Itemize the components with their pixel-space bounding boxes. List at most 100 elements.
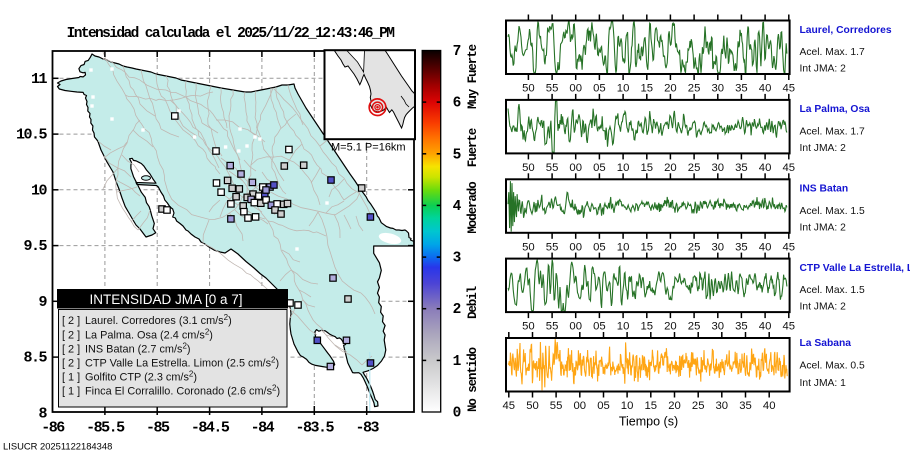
svg-text:CTP Valle La Estrella, L: CTP Valle La Estrella, L [800,263,910,274]
svg-text:-86: -86 [41,420,65,437]
svg-text:9: 9 [38,294,47,311]
svg-text:05: 05 [593,321,606,333]
svg-text:45: 45 [503,400,516,412]
svg-text:Intensidad calculada el 2025/1: Intensidad calculada el 2025/11/22_12:43… [67,26,395,42]
svg-text:4: 4 [453,199,462,215]
svg-text:45: 45 [783,241,796,253]
svg-text:20: 20 [664,83,677,95]
svg-text:Moderado: Moderado [466,182,480,234]
svg-text:Acel. Max. 1.7: Acel. Max. 1.7 [800,127,866,138]
svg-text:-84: -84 [251,420,275,437]
svg-text:INS Batan: INS Batan [800,184,849,195]
svg-text:25: 25 [692,400,705,412]
svg-text:45: 45 [783,321,796,333]
svg-text:6: 6 [453,96,462,112]
svg-text:40: 40 [759,162,772,174]
svg-text:[ 2 ]: [ 2 ] [62,329,80,341]
svg-text:Tiempo (s): Tiempo (s) [619,414,678,428]
svg-text:15: 15 [641,241,654,253]
svg-text:50: 50 [522,321,535,333]
svg-text:10: 10 [617,241,630,253]
svg-text:55: 55 [546,83,559,95]
svg-text:9.5: 9.5 [23,238,47,255]
svg-text:La Palma, Osa: La Palma, Osa [800,104,871,115]
svg-text:40: 40 [763,400,776,412]
svg-text:Int JMA: 1: Int JMA: 1 [800,378,847,389]
svg-text:15: 15 [641,321,654,333]
svg-text:Muy Fuerte: Muy Fuerte [466,44,480,109]
svg-text:50: 50 [522,162,535,174]
svg-text:35: 35 [735,83,748,95]
svg-text:[ 1 ]: [ 1 ] [62,386,80,398]
svg-text:0: 0 [453,406,462,422]
svg-text:35: 35 [735,162,748,174]
svg-text:30: 30 [712,83,725,95]
svg-text:30: 30 [712,241,725,253]
svg-text:20: 20 [664,321,677,333]
svg-text:8.5: 8.5 [23,350,47,367]
svg-text:40: 40 [759,241,772,253]
svg-text:-85.5: -85.5 [86,420,125,437]
svg-text:7: 7 [453,44,462,60]
svg-text:35: 35 [735,241,748,253]
svg-text:50: 50 [522,241,535,253]
svg-text:-85: -85 [146,420,170,437]
svg-text:Acel. Max. 1.5: Acel. Max. 1.5 [800,285,866,296]
svg-text:25: 25 [688,321,701,333]
svg-text:Int JMA: 2: Int JMA: 2 [800,143,847,154]
svg-text:Finca El Corralillo. Coronado: Finca El Corralillo. Coronado (2.6 cm/s2… [85,384,280,398]
svg-text:55: 55 [546,321,559,333]
svg-text:55: 55 [546,162,559,174]
svg-text:00: 00 [569,83,582,95]
svg-text:Acel. Max. 1.7: Acel. Max. 1.7 [800,47,866,58]
svg-text:40: 40 [759,321,772,333]
svg-text:LISUCR 20251122184348: LISUCR 20251122184348 [3,441,112,452]
svg-text:Laurel, Corredores: Laurel, Corredores [800,25,892,36]
svg-text:M=5.1 P=16km: M=5.1 P=16km [331,142,406,154]
svg-text:25: 25 [688,241,701,253]
svg-text:10.5: 10.5 [16,127,48,144]
svg-text:05: 05 [593,241,606,253]
svg-text:15: 15 [641,162,654,174]
svg-text:CTP Valle La Estrella. Limon (: CTP Valle La Estrella. Limon (2.5 cm/s2) [85,356,279,370]
svg-text:-83.5: -83.5 [296,420,335,437]
svg-text:[ 2 ]: [ 2 ] [62,315,80,327]
svg-text:10: 10 [621,400,634,412]
svg-text:Golfito CTP (2.3 cm/s2): Golfito CTP (2.3 cm/s2) [85,370,197,384]
svg-text:[ 2 ]: [ 2 ] [62,358,80,370]
svg-text:Acel. Max. 0.5: Acel. Max. 0.5 [800,360,866,371]
svg-text:INTENSIDAD JMA [0 a 7]: INTENSIDAD JMA [0 a 7] [89,292,242,307]
svg-text:Debil: Debil [466,286,480,319]
svg-text:00: 00 [569,162,582,174]
svg-text:11: 11 [31,71,48,88]
svg-text:INS Batan (2.7 cm/s2): INS Batan (2.7 cm/s2) [85,341,191,355]
svg-text:Int JMA: 2: Int JMA: 2 [800,302,847,313]
svg-text:30: 30 [712,321,725,333]
svg-text:05: 05 [597,400,610,412]
svg-text:25: 25 [688,162,701,174]
svg-text:10: 10 [617,162,630,174]
svg-text:10: 10 [617,321,630,333]
svg-text:55: 55 [550,400,563,412]
svg-text:20: 20 [668,400,681,412]
svg-text:20: 20 [664,162,677,174]
svg-text:40: 40 [759,83,772,95]
svg-text:Int JMA: 2: Int JMA: 2 [800,222,847,233]
svg-text:50: 50 [522,83,535,95]
svg-text:05: 05 [593,162,606,174]
svg-text:00: 00 [569,241,582,253]
svg-text:No sentido: No sentido [466,347,480,412]
svg-text:15: 15 [645,400,658,412]
svg-text:8: 8 [38,405,47,422]
svg-text:Int JMA: 2: Int JMA: 2 [800,64,847,75]
svg-text:3: 3 [453,251,462,267]
svg-text:05: 05 [593,83,606,95]
svg-text:1: 1 [453,354,462,370]
svg-text:Fuerte: Fuerte [466,128,480,167]
svg-text:15: 15 [641,83,654,95]
svg-text:5: 5 [453,147,462,163]
svg-text:00: 00 [569,321,582,333]
svg-text:Laurel. Corredores (3.1 cm/s2): Laurel. Corredores (3.1 cm/s2) [85,313,232,327]
svg-text:-83: -83 [355,420,379,437]
svg-text:55: 55 [546,241,559,253]
